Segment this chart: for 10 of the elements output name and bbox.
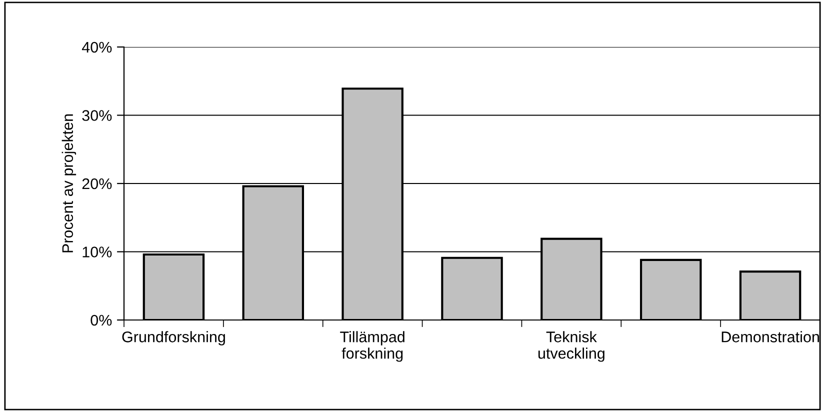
y-axis-title: Procent av projekten xyxy=(62,114,76,252)
x-tick-label: Demonstration xyxy=(722,331,819,342)
y-tick-label: 0% xyxy=(90,314,112,326)
y-tick-label: 40% xyxy=(82,42,112,53)
x-tick-label: Tillämpad forskning xyxy=(340,331,404,362)
x-tick-label: Teknisk utveckling xyxy=(538,331,604,362)
y-tick-label: 30% xyxy=(82,110,112,121)
y-tick-label: 10% xyxy=(82,246,112,258)
y-tick-label: 20% xyxy=(82,178,112,190)
x-tick-label: Grundforskning xyxy=(122,331,225,346)
